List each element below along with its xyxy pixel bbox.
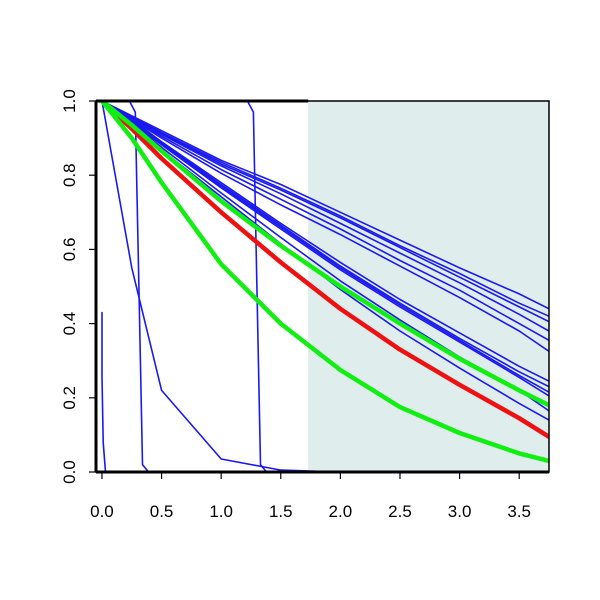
blue-series-line-14 bbox=[101, 311, 549, 472]
blue-series-line-16 bbox=[101, 101, 549, 472]
green-series-line-19 bbox=[99, 101, 549, 464]
blue-series-line-6 bbox=[101, 101, 549, 353]
x-tick-label: 1.0 bbox=[209, 502, 233, 521]
x-axis: 0.0 0.5 1.0 1.5 2.0 2.5 3.0 3.5 bbox=[90, 472, 531, 521]
y-tick-label: 0.0 bbox=[60, 460, 79, 484]
y-tick-label: 0.2 bbox=[60, 386, 79, 410]
blue-series-line-4 bbox=[101, 101, 549, 332]
blue-series-line-10 bbox=[101, 101, 549, 397]
blue-series-line-8 bbox=[101, 101, 549, 388]
series-layer bbox=[99, 101, 549, 472]
x-tick-label: 0.5 bbox=[150, 502, 174, 521]
x-tick-label: 1.5 bbox=[269, 502, 293, 521]
blue-series-line-15 bbox=[101, 101, 549, 472]
blue-series-line-5 bbox=[101, 101, 549, 342]
x-tick-label: 0.0 bbox=[90, 502, 114, 521]
x-tick-label: 2.5 bbox=[388, 502, 412, 521]
red-series-line-17 bbox=[99, 101, 549, 440]
plot-frame bbox=[94, 99, 550, 474]
x-tick-label: 2.0 bbox=[329, 502, 353, 521]
y-axis: 0.0 0.2 0.4 0.6 0.8 1.0 bbox=[60, 89, 96, 484]
x-tick-label: 3.0 bbox=[448, 502, 472, 521]
y-tick-label: 1.0 bbox=[60, 89, 79, 113]
y-tick-label: 0.8 bbox=[60, 163, 79, 187]
y-tick-label: 0.4 bbox=[60, 312, 79, 336]
x-tick-label: 3.5 bbox=[507, 502, 531, 521]
blue-series-line-1 bbox=[101, 101, 549, 310]
green-series-line-18 bbox=[99, 101, 549, 408]
blue-series-line-7 bbox=[101, 101, 549, 382]
y-tick-label: 0.6 bbox=[60, 238, 79, 262]
